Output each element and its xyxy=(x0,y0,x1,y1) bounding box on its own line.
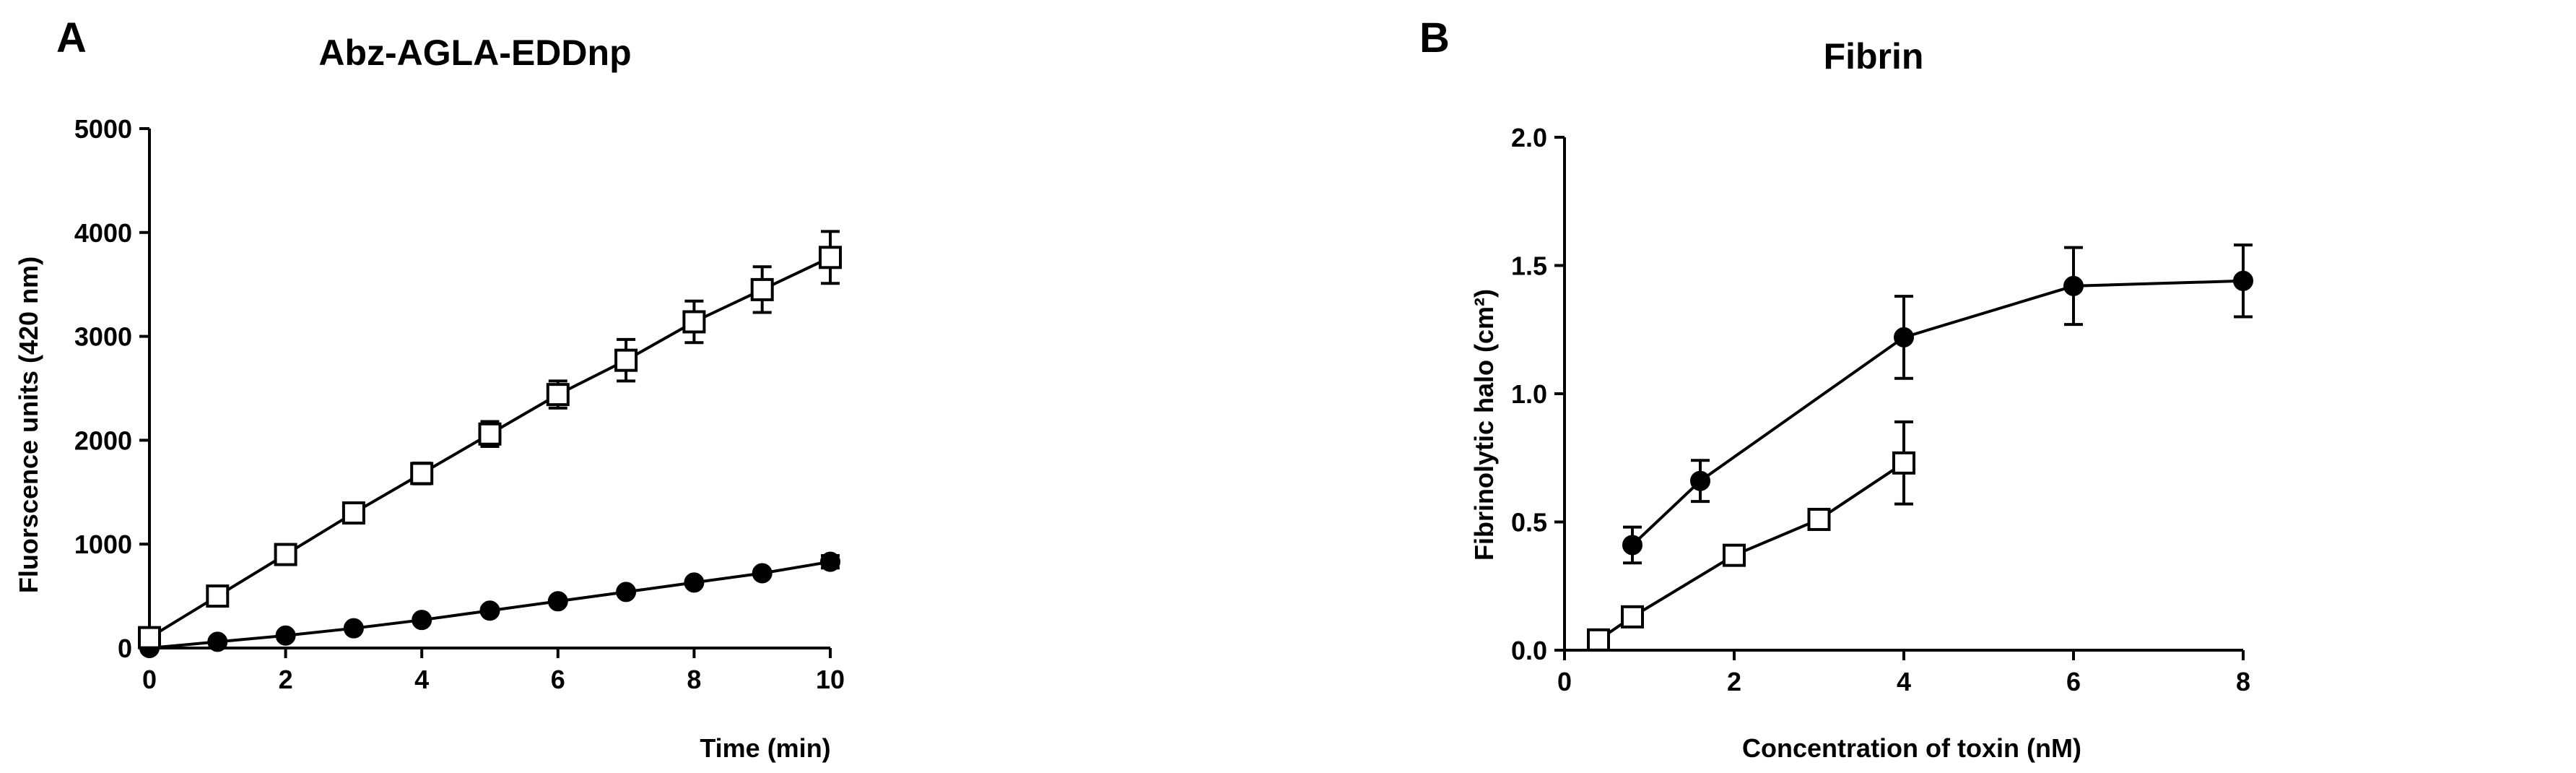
b-x-tick-label: 8 xyxy=(2236,667,2250,696)
panel-a-title: Abz-AGLA-EDDnp xyxy=(318,33,631,73)
a-y-tick-label: 5000 xyxy=(74,114,132,144)
a-data-point xyxy=(546,383,570,407)
b-series-1 xyxy=(1587,420,1915,652)
panel-b-series xyxy=(1587,243,2253,652)
a-data-point xyxy=(206,584,230,608)
a-data-point xyxy=(752,563,773,584)
a-data-point xyxy=(343,618,364,639)
a-data-point xyxy=(479,600,500,621)
b-data-point xyxy=(2063,275,2084,296)
panel-a: A Abz-AGLA-EDDnp Time (min) Fluorscence … xyxy=(14,14,845,763)
a-data-point xyxy=(819,246,842,269)
a-y-tick-label: 4000 xyxy=(74,218,132,248)
b-x-tick-label: 4 xyxy=(1897,667,1911,696)
a-x-tick-label: 2 xyxy=(279,665,293,694)
b-data-point xyxy=(1894,327,1914,347)
b-x-tick-label: 2 xyxy=(1727,667,1741,696)
b-x-tick-label: 6 xyxy=(2066,667,2081,696)
b-data-point xyxy=(1807,507,1831,531)
panel-b: B Fibrin Concentration of toxin (nM) Fib… xyxy=(1419,14,2253,763)
a-data-point xyxy=(614,348,638,372)
panel-a-letter: A xyxy=(56,14,87,61)
b-series-line xyxy=(1631,279,2244,546)
a-data-point xyxy=(207,631,228,652)
a-x-tick-label: 10 xyxy=(816,665,845,694)
b-data-point xyxy=(2233,270,2253,291)
panel-a-xlabel: Time (min) xyxy=(700,733,830,763)
b-y-tick-label: 1.0 xyxy=(1511,379,1547,409)
a-data-point xyxy=(410,462,434,485)
a-data-point xyxy=(684,572,705,593)
b-data-point xyxy=(1621,605,1644,629)
b-data-point xyxy=(1892,451,1915,475)
a-x-tick-label: 4 xyxy=(414,665,429,694)
a-x-tick-label: 8 xyxy=(687,665,701,694)
b-y-tick-label: 1.5 xyxy=(1511,251,1547,281)
a-data-point xyxy=(274,543,297,566)
b-data-point xyxy=(1723,543,1746,567)
panel-b-letter: B xyxy=(1419,14,1450,61)
a-data-point xyxy=(478,422,502,446)
a-data-point xyxy=(682,310,706,334)
b-y-tick-label: 2.0 xyxy=(1511,123,1547,152)
a-x-tick-label: 6 xyxy=(551,665,565,694)
panel-a-series xyxy=(138,230,842,658)
panel-a-axes: 0 2 4 6 8 10 0 1000 2000 3000 4000 5000 xyxy=(74,114,845,694)
panel-b-title: Fibrin xyxy=(1824,36,1924,77)
b-x-tick-label: 0 xyxy=(1557,667,1572,696)
a-data-point xyxy=(616,582,637,603)
panel-b-ylabel: Fibrinolytic halo (cm²) xyxy=(1469,289,1499,561)
a-y-tick-label: 1000 xyxy=(74,530,132,559)
a-series-1 xyxy=(138,230,842,649)
a-data-point xyxy=(820,551,840,572)
a-data-point xyxy=(750,277,774,301)
a-data-point xyxy=(412,610,432,631)
a-y-tick-label: 2000 xyxy=(74,426,132,455)
a-x-tick-label: 0 xyxy=(142,665,157,694)
b-y-tick-label: 0.5 xyxy=(1511,508,1547,537)
a-series-0 xyxy=(139,551,840,658)
a-data-point xyxy=(341,501,365,525)
b-data-point xyxy=(1690,470,1710,491)
b-data-point xyxy=(1622,535,1642,556)
panel-a-ylabel: Fluorscence units (420 nm) xyxy=(14,256,43,593)
panel-b-axes: 0 2 4 6 8 0.0 0.5 1.0 1.5 2.0 xyxy=(1511,123,2250,696)
a-data-point xyxy=(547,591,568,612)
a-y-tick-label: 3000 xyxy=(74,322,132,352)
a-data-point xyxy=(138,626,161,649)
b-series-line xyxy=(1597,462,1905,642)
a-data-point xyxy=(275,625,296,646)
b-series-0 xyxy=(1622,243,2253,565)
panel-b-xlabel: Concentration of toxin (nM) xyxy=(1742,733,2081,763)
a-y-tick-label: 0 xyxy=(118,634,132,663)
b-y-tick-label: 0.0 xyxy=(1511,636,1547,665)
b-data-point xyxy=(1587,628,1610,652)
